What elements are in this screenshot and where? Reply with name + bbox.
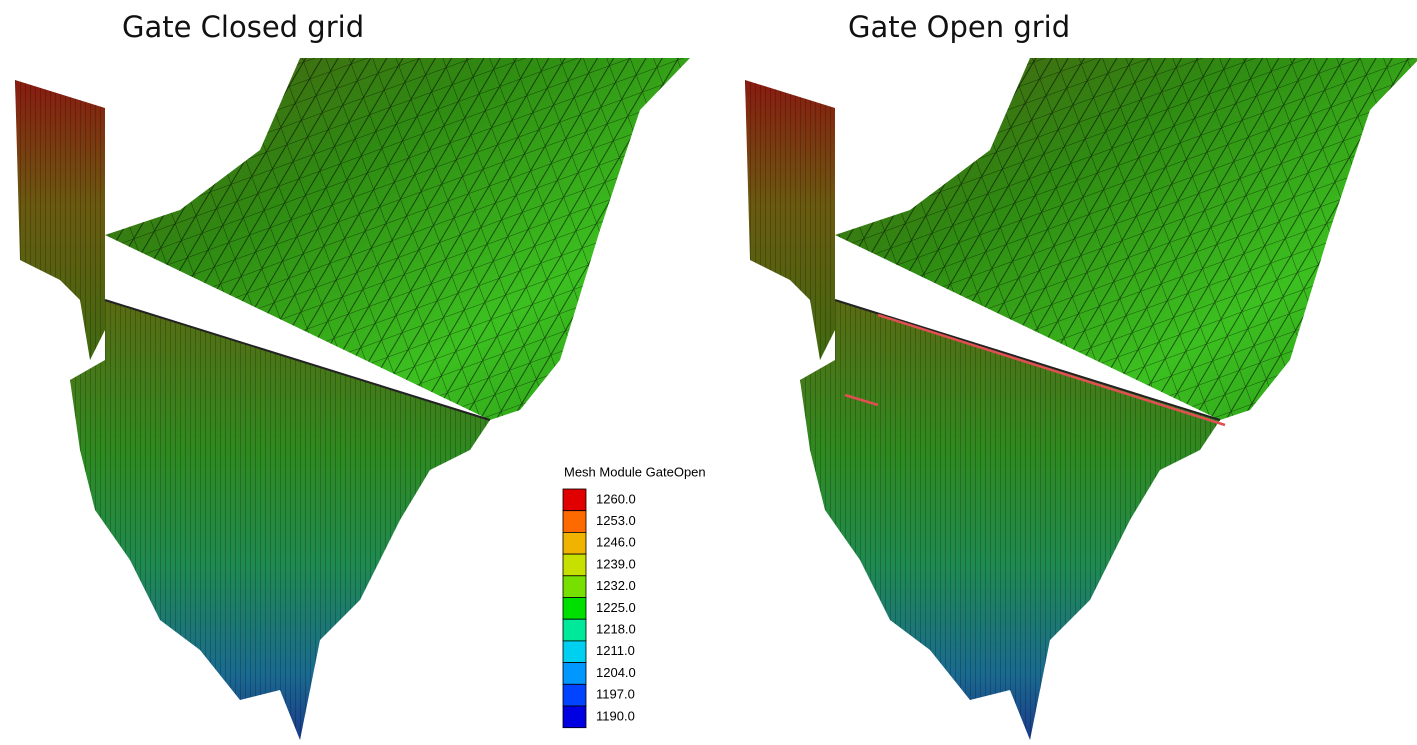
legend-swatch: [563, 619, 586, 641]
legend-label: 1211.0: [596, 643, 635, 658]
legend-swatch: [563, 576, 586, 598]
legend: Mesh Module GateOpen 1260.0 1253.0 1246.0 1…: [555, 458, 741, 730]
legend-swatch: [563, 598, 586, 620]
legend-swatch: [563, 641, 586, 663]
legend-swatch: [563, 554, 586, 576]
legend-swatch: [563, 706, 586, 728]
panel-title: Gate Open grid: [848, 10, 1070, 44]
legend-label: 1246.0: [596, 535, 636, 550]
gate-open-mesh: [745, 58, 1417, 740]
page: Gate Closed grid Gate Open grid Mesh Mod…: [0, 0, 1417, 745]
legend-label: 1204.0: [596, 665, 636, 680]
legend-swatch: [563, 663, 586, 685]
legend-label: 1225.0: [596, 600, 636, 615]
legend-label: 1232.0: [596, 578, 636, 593]
legend-label: 1197.0: [596, 687, 635, 702]
legend-label: 1218.0: [596, 621, 636, 636]
panel-title: Gate Closed grid: [122, 10, 364, 44]
legend-label: 1260.0: [596, 491, 636, 506]
legend-swatch: [563, 684, 586, 706]
legend-label: 1253.0: [596, 513, 636, 528]
legend-label: 1190.0: [596, 708, 635, 723]
legend-swatch: [563, 532, 586, 554]
legend-title: Mesh Module GateOpen: [564, 464, 706, 479]
legend-swatch: [563, 489, 586, 511]
legend-swatch: [563, 511, 586, 533]
legend-label: 1239.0: [596, 556, 636, 571]
